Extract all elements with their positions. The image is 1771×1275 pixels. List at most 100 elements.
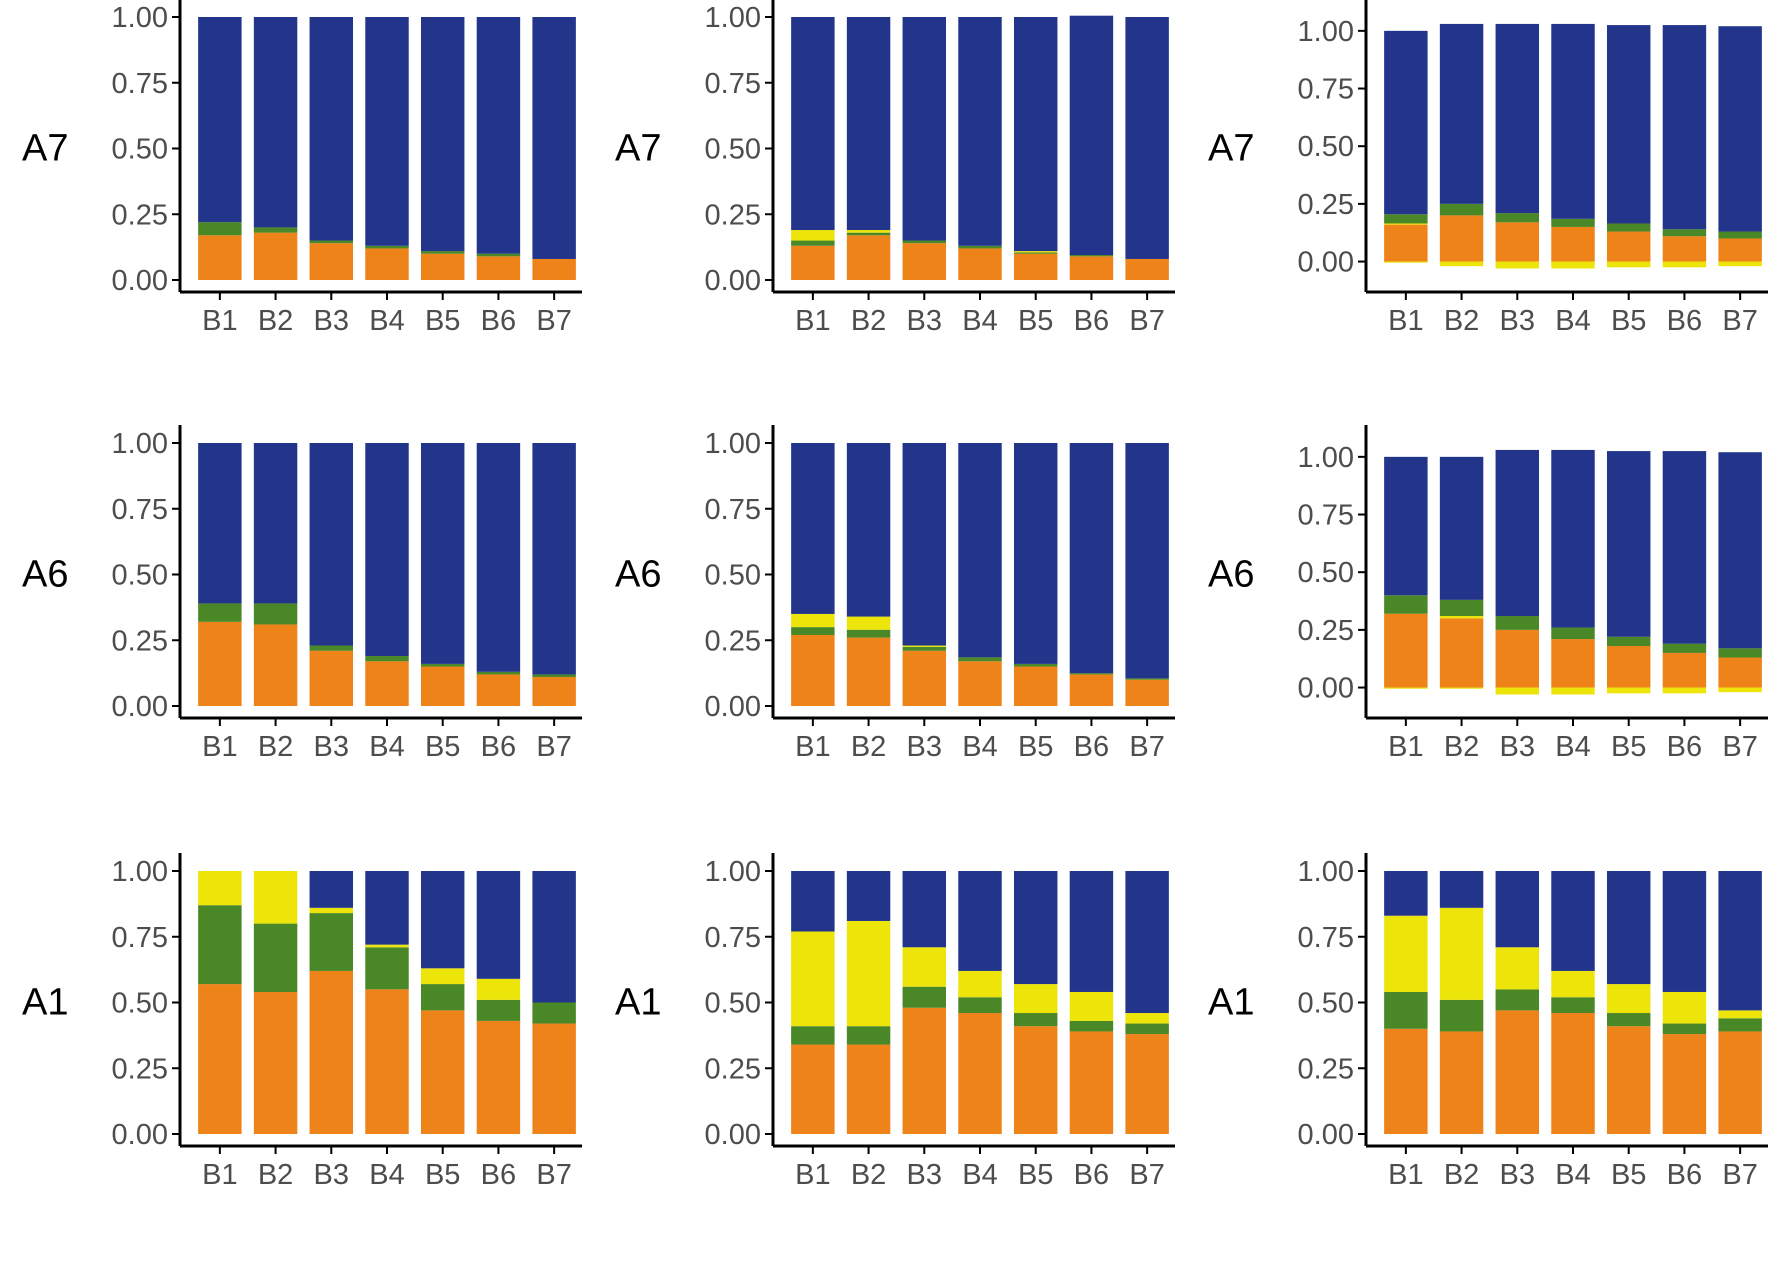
x-tick-label: B4 [1555,305,1590,337]
bar-B5-orange [1606,231,1651,262]
bar-B7-orange [1718,238,1762,262]
x-tick-label: B1 [795,1159,830,1191]
bar-B3-yellow-negative [1495,261,1540,269]
bar-B7-navy [532,871,576,1003]
row-label: A1 [1208,982,1254,1024]
bar-B5-green [1606,223,1651,232]
y-tick-label: 0.00 [1298,673,1354,705]
x-tick-label: B1 [202,731,237,763]
y-tick-label: 1.00 [112,428,168,460]
bar-B3-navy [309,443,354,646]
row-label: A6 [615,554,661,596]
bar-B5-orange [1013,1026,1058,1134]
x-tick-label: B5 [1018,731,1053,763]
bar-B6-orange [476,674,521,706]
bar-B6-yellow-negative [1662,687,1707,694]
bar-B7-orange [1718,657,1762,688]
bar-B5-orange [420,666,465,706]
y-tick-label: 0.25 [112,625,168,657]
y-tick-label: 0.25 [112,1053,168,1085]
x-tick-label: B3 [1500,305,1535,337]
bar-B4-orange [365,248,409,280]
x-tick-label: B6 [1074,305,1109,337]
x-tick-label: B2 [851,305,886,337]
panel-7: A1 B1 B2 B3 B4 B5 B6 B7 0.00 0.25 0.50 0.75 1.00 [22,853,582,1191]
bar-B1-yellow [791,230,835,241]
bar-B4-green [1551,627,1595,640]
x-tick-label: B7 [1722,1159,1757,1191]
y-tick-label: 0.00 [112,1119,168,1151]
bar-B6-orange [1662,236,1707,262]
bar-B1-orange [791,1044,835,1134]
bar-B5-yellow [420,968,465,985]
bar-B1-orange [198,984,242,1134]
bar-B7-green [1125,1023,1169,1035]
row-label: A7 [22,128,68,170]
bar-B4-navy [958,871,1002,971]
bar-B4-orange [958,661,1002,706]
bar-B6-green [1662,1023,1707,1035]
bar-B6-orange [1069,1031,1114,1134]
y-tick-label: 0.50 [1298,131,1354,163]
bar-B1-green [1384,991,1428,1029]
y-tick-label: 0.00 [112,691,168,723]
x-tick-label: B4 [962,305,997,337]
bar-B1-navy [1384,30,1428,215]
y-tick-label: 1.00 [1298,856,1354,888]
bar-B3-green [309,645,354,651]
bar-B2-orange [1439,215,1484,262]
bar-B3-green [309,913,354,971]
bar-B5-green [1013,252,1058,254]
bar-B4-orange [365,989,409,1134]
bar-B2-yellow [1439,616,1484,619]
bar-B3-navy [1495,23,1540,214]
y-tick-label: 0.75 [112,922,168,954]
bar-B7-orange [1718,1031,1762,1134]
y-tick-label: 1.00 [112,856,168,888]
bar-B3-green [1495,616,1540,630]
x-tick-label: B6 [481,1159,516,1191]
bar-B4-navy [1551,449,1595,628]
bar-B5-yellow [1013,984,1058,1014]
bar-B3-orange [309,243,354,280]
panel-9: A1 B1 B2 B3 B4 B5 B6 B7 0.00 0.25 0.50 0.75 1.00 [1208,853,1768,1191]
row-label: A6 [22,554,68,596]
bar-B3-yellow [902,645,947,647]
bar-B5-orange [420,1010,465,1134]
y-tick-label: 0.50 [1298,988,1354,1020]
x-tick-label: B7 [1129,731,1164,763]
bar-B4-green [365,245,409,249]
y-tick-label: 0.25 [1298,1053,1354,1085]
bar-B4-navy [958,17,1002,246]
bar-B1-green [1384,214,1428,224]
bar-B5-navy [420,871,465,969]
bar-B1-navy [791,871,835,932]
bar-B2-navy [1439,871,1484,908]
bar-B3-yellow-negative [1495,687,1540,695]
bar-B6-green [476,999,521,1021]
bar-B3-green [902,986,947,1008]
bar-B6-navy [1069,443,1114,674]
bar-B4-yellow [1551,970,1595,998]
y-tick-label: 0.00 [1298,1119,1354,1151]
x-tick-label: B1 [1388,731,1423,763]
y-tick-label: 0.75 [1298,74,1354,106]
bar-B6-navy [1069,871,1114,992]
bar-B1-yellow [1384,915,1428,992]
bar-B2-orange [846,637,891,706]
bar-B2-yellow-negative [1439,261,1484,267]
x-tick-label: B7 [536,731,571,763]
x-tick-label: B5 [1611,305,1646,337]
y-tick-label: 0.00 [705,265,761,297]
bar-B1-green [198,222,242,236]
x-tick-label: B7 [1722,305,1757,337]
bar-B7-navy [1125,871,1169,1014]
bar-B4-yellow [365,944,409,948]
bar-B6-orange [1069,256,1114,280]
panel-6: A6 B1 B2 B3 B4 B5 B6 B7 0.00 0.25 0.50 0.75 1.00 [1208,425,1768,763]
bar-B4-green [958,657,1002,662]
x-tick-label: B2 [851,1159,886,1191]
y-tick-label: 0.50 [112,134,168,166]
bar-B2-yellow [253,871,298,924]
bar-B6-orange [476,1020,521,1134]
